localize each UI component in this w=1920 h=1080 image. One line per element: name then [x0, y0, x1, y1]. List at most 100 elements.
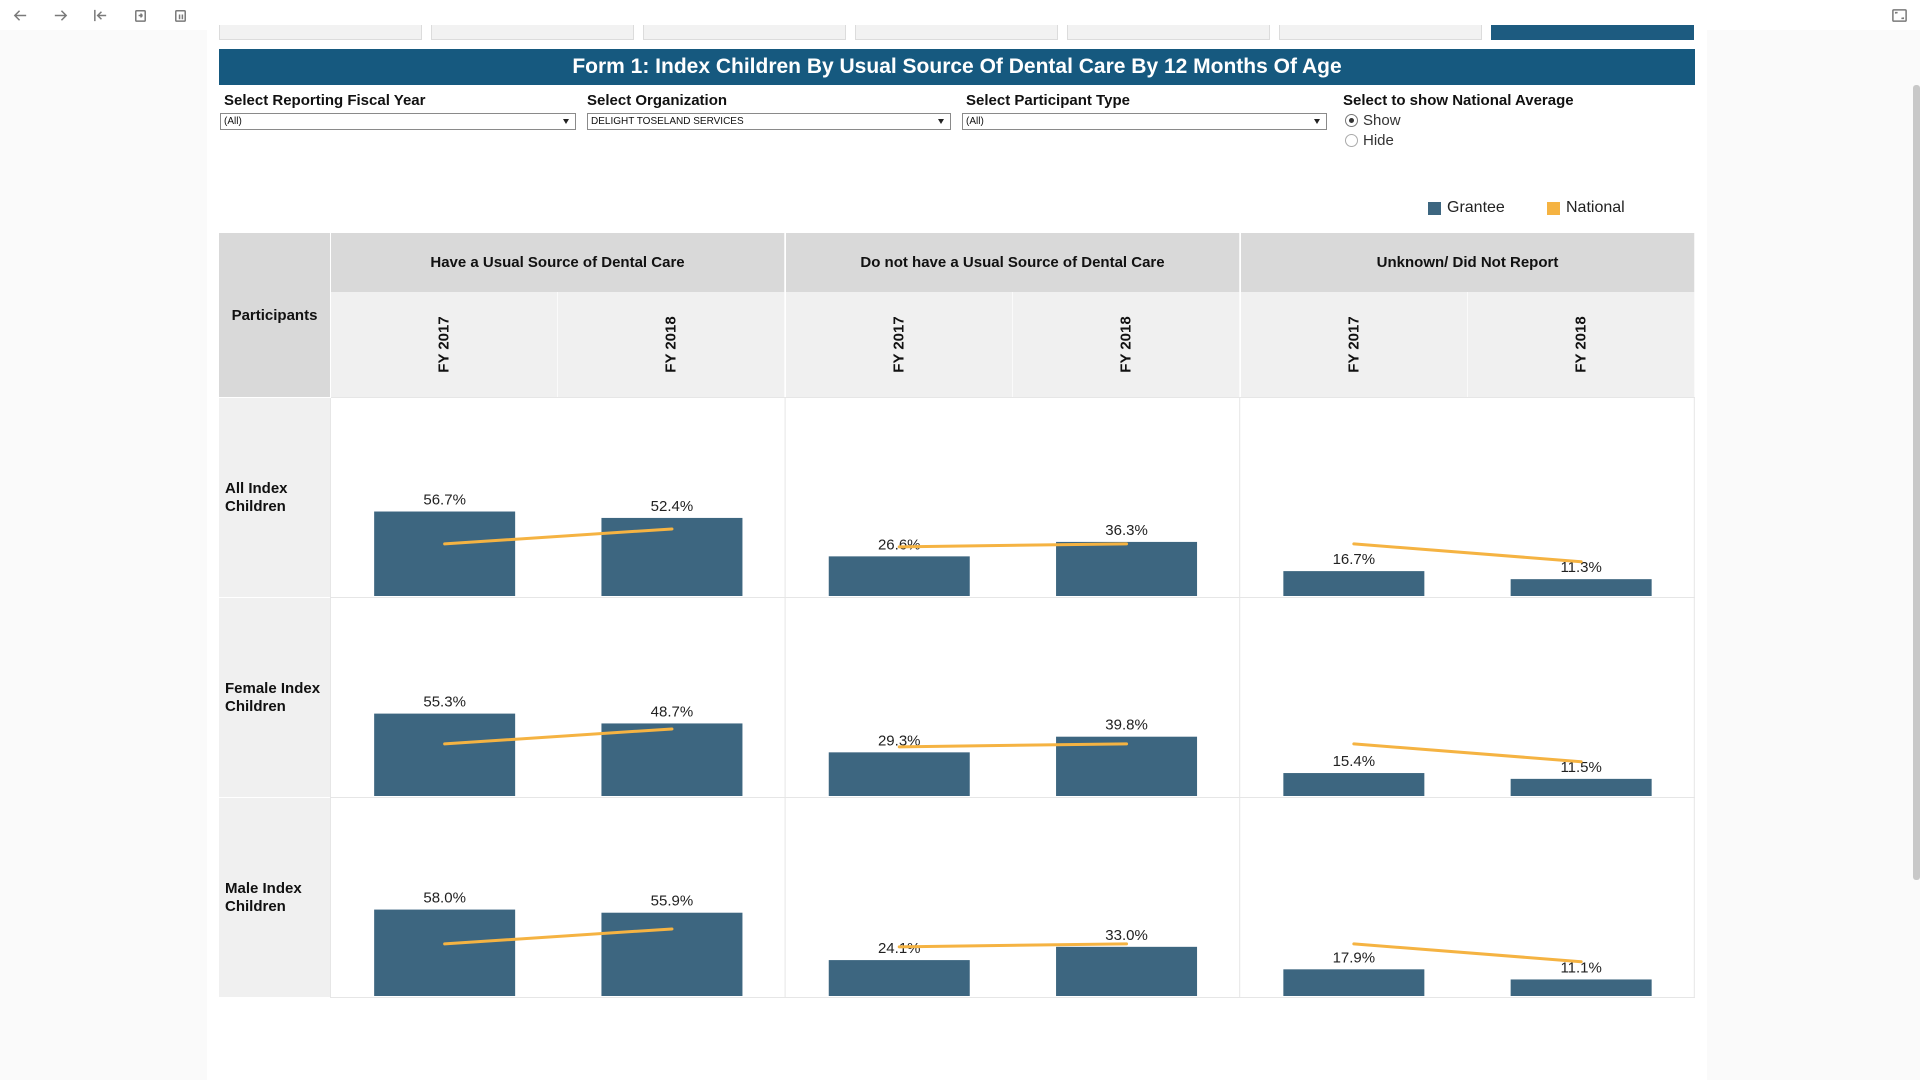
year-header: FY 2017 [1241, 292, 1468, 397]
bar-value-label: 15.4% [1333, 753, 1376, 770]
bar-value-label: 56.7% [423, 492, 466, 509]
radio-hide[interactable]: Hide [1345, 132, 1394, 149]
national-average-label: Select to show National Average [1343, 92, 1574, 109]
year-header: FY 2018 [1468, 292, 1695, 397]
grantee-bar [1283, 969, 1425, 996]
participant-type-select[interactable]: (All) [962, 113, 1327, 130]
bar-value-label: 11.5% [1560, 759, 1601, 776]
revert-button[interactable] [87, 2, 113, 28]
grantee-bar [374, 511, 516, 596]
grantee-bar [601, 912, 743, 996]
bar-value-label: 26.6% [878, 536, 921, 553]
bar-value-label: 39.8% [1105, 717, 1148, 734]
grantee-bar [1283, 773, 1425, 796]
year-label: FY 2017 [435, 316, 453, 373]
pause-icon [174, 9, 186, 22]
bar-value-label: 48.7% [651, 703, 694, 720]
organization-value: DELIGHT TOSELAND SERVICES [591, 116, 744, 127]
refresh-button[interactable] [127, 2, 153, 28]
fiscal-year-select[interactable]: (All) [220, 113, 576, 130]
grantee-bar [1510, 579, 1652, 596]
radio-hide-label: Hide [1363, 132, 1394, 149]
national-line [897, 942, 1129, 949]
legend-grantee: Grantee [1428, 199, 1505, 217]
group-header-not-have: Do not have a Usual Source of Dental Car… [786, 233, 1240, 292]
nav-tab-1[interactable] [219, 25, 422, 40]
grantee-bar [828, 556, 970, 596]
row-header-line: Male Index [225, 879, 302, 897]
legend-national: National [1547, 199, 1625, 217]
year-header: FY 2018 [1013, 292, 1240, 397]
fullscreen-button[interactable] [1886, 2, 1912, 28]
row-header-line: Children [225, 897, 286, 915]
grantee-bar [374, 713, 516, 796]
skip-start-icon [93, 9, 106, 21]
national-line [443, 727, 674, 746]
grantee-bar [1056, 946, 1198, 996]
national-swatch [1547, 201, 1560, 215]
fiscal-year-value: (All) [224, 116, 242, 127]
national-line [897, 742, 1129, 749]
national-line [443, 527, 674, 546]
year-label: FY 2017 [1345, 316, 1363, 373]
bar-value-label: 33.0% [1105, 927, 1148, 944]
national-line [443, 927, 674, 946]
arrow-right-icon [54, 9, 67, 21]
national-line [897, 542, 1129, 549]
bar-value-label: 11.3% [1560, 559, 1601, 576]
forward-button[interactable] [47, 2, 73, 28]
year-label: FY 2018 [1117, 316, 1135, 373]
grantee-swatch [1428, 201, 1441, 215]
national-line [1352, 542, 1583, 564]
grantee-bar [374, 909, 516, 996]
year-label: FY 2018 [662, 316, 680, 373]
vertical-scrollbar[interactable] [1913, 85, 1920, 880]
row-header-line: Female Index [225, 679, 321, 697]
organization-label: Select Organization [587, 92, 728, 109]
radio-show[interactable]: Show [1345, 112, 1401, 129]
year-header: FY 2018 [558, 292, 785, 397]
group-header-unknown: Unknown/ Did Not Report [1241, 233, 1695, 292]
national-line [1352, 942, 1583, 964]
row-header-line: All Index [225, 479, 288, 497]
grantee-bar [1510, 778, 1652, 796]
radio-show-label: Show [1363, 112, 1401, 129]
nav-tab-2[interactable] [431, 25, 634, 40]
grantee-bar [1510, 979, 1652, 996]
row-header-female: Female Index Children [219, 598, 330, 797]
participants-header: Participants [219, 233, 330, 397]
grantee-bar [1056, 736, 1198, 796]
row-header-line: Children [225, 697, 286, 715]
participant-type-label: Select Participant Type [966, 92, 1130, 109]
year-header: FY 2017 [331, 292, 558, 397]
nav-tab-6[interactable] [1279, 25, 1482, 40]
nav-tab-active[interactable] [1491, 25, 1694, 40]
back-button[interactable] [7, 2, 33, 28]
pause-button[interactable] [167, 2, 193, 28]
year-label: FY 2018 [1572, 316, 1590, 373]
bar-value-label: 36.3% [1105, 522, 1148, 539]
dropdown-arrow-icon [938, 119, 944, 124]
nav-tab-4[interactable] [855, 25, 1058, 40]
left-margin [0, 30, 207, 1080]
bar-value-label: 58.0% [423, 890, 466, 907]
grantee-bar [1056, 541, 1198, 596]
grantee-bar [828, 752, 970, 796]
radio-selected-icon [1345, 114, 1358, 127]
nav-tab-5[interactable] [1067, 25, 1270, 40]
right-margin [1707, 30, 1920, 1080]
page-title: Form 1: Index Children By Usual Source O… [219, 49, 1695, 85]
grantee-bar [601, 517, 743, 596]
group-header-have: Have a Usual Source of Dental Care [331, 233, 785, 292]
bar-value-label: 24.1% [878, 940, 921, 957]
organization-select[interactable]: DELIGHT TOSELAND SERVICES [587, 113, 951, 130]
row-header-all: All Index Children [219, 398, 330, 597]
bar-value-label: 17.9% [1333, 949, 1376, 966]
nav-tab-3[interactable] [643, 25, 846, 40]
row-header-line: Children [225, 497, 286, 515]
refresh-icon [134, 9, 146, 22]
grantee-bar [1283, 571, 1425, 596]
bar-value-label: 55.3% [423, 694, 466, 711]
dropdown-arrow-icon [1314, 119, 1320, 124]
legend-grantee-label: Grantee [1447, 199, 1505, 216]
